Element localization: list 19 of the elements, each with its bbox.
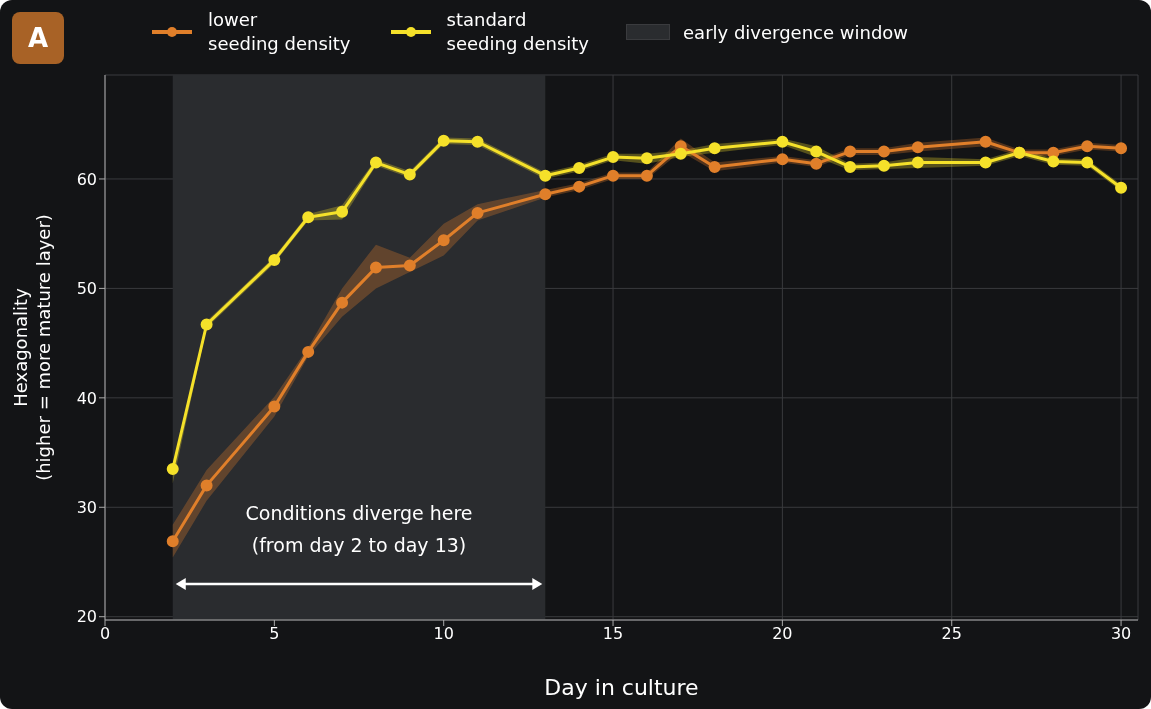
- annotation: Conditions diverge here (from day 2 to day 13): [245, 502, 473, 556]
- legend-label: standard seeding density: [446, 8, 590, 56]
- y-tick-label: 30: [76, 497, 97, 517]
- x-tick-label: 25: [941, 624, 962, 644]
- x-tick-label: 10: [433, 624, 454, 644]
- y-tick-label: 60: [76, 169, 97, 189]
- x-axis-title: Day in culture: [544, 675, 699, 700]
- x-tick-label: 20: [772, 624, 793, 644]
- y-tick-label: 50: [76, 279, 97, 299]
- x-tick-label: 0: [99, 624, 111, 644]
- legend-label: lower seeding density: [208, 8, 351, 56]
- y-axis-title: Hexagonality (higher = more mature layer): [10, 214, 54, 481]
- x-tick-label: 5: [269, 624, 280, 644]
- x-tick-label: 30: [1110, 624, 1132, 644]
- x-tick-label: 15: [602, 624, 624, 644]
- y-tick-label: 40: [76, 388, 97, 408]
- chart-title: A: [12, 12, 64, 64]
- legend-label: early divergence window: [683, 21, 909, 43]
- y-tick-label: 20: [76, 607, 97, 627]
